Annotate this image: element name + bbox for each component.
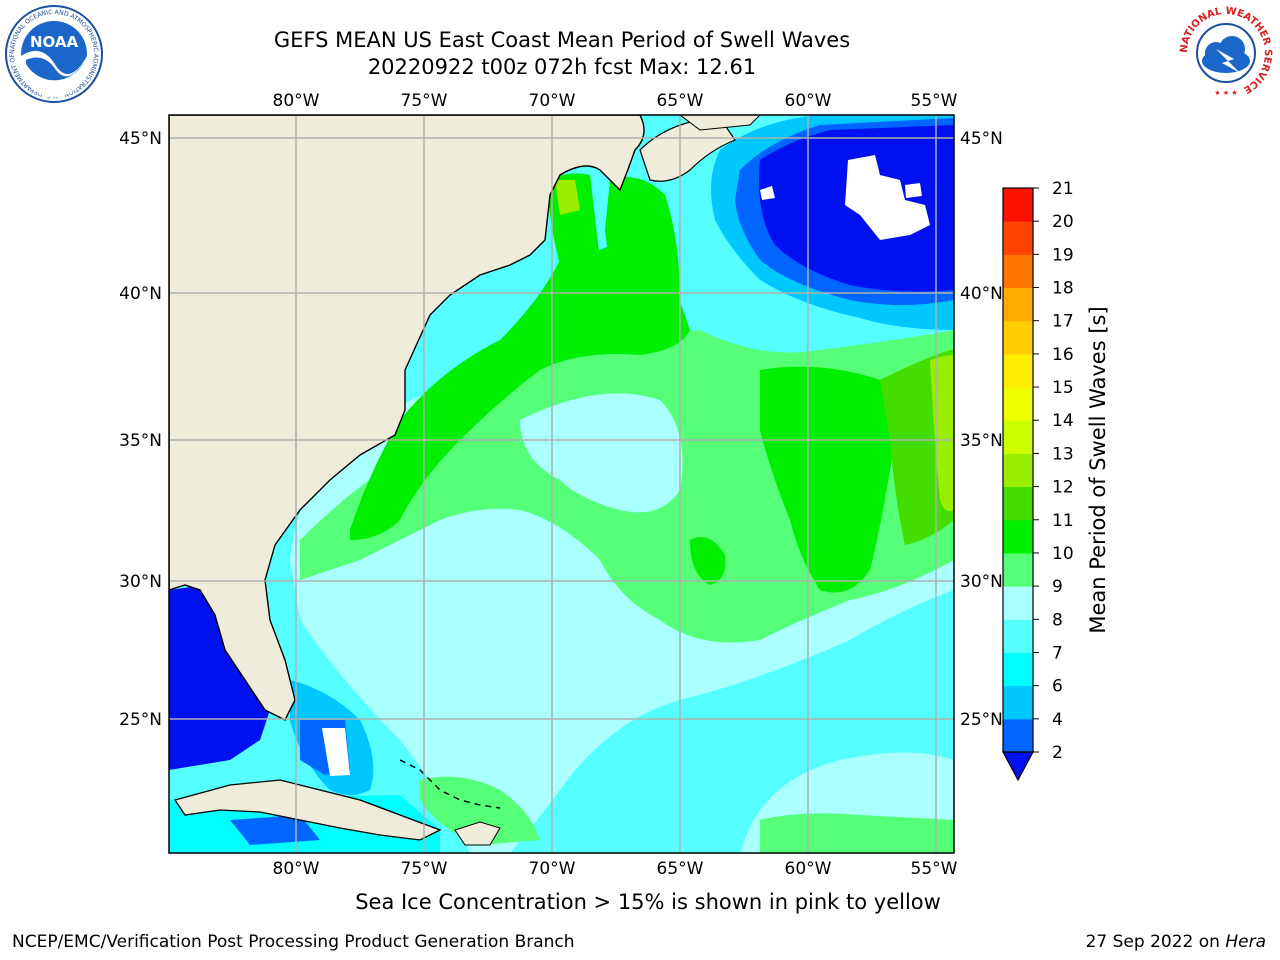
- lat-label: 35°N: [119, 431, 162, 451]
- colorbar-tick-label: 6: [1052, 677, 1063, 697]
- colorbar-swatch: [1003, 652, 1033, 687]
- colorbar-tick-label: 19: [1052, 245, 1074, 265]
- lon-labels-bottom: 80°W 75°W 70°W 65°W 60°W 55°W: [273, 859, 958, 879]
- lat-label: 25°N: [119, 710, 162, 730]
- lat-labels-left: 45°N 40°N 35°N 30°N 25°N: [119, 129, 162, 730]
- colorbar-tick-label: 7: [1052, 643, 1063, 663]
- colorbar-tick-label: 17: [1052, 312, 1074, 332]
- lon-label: 75°W: [401, 91, 448, 111]
- colorbar-swatch: [1003, 254, 1033, 289]
- graticule: [169, 115, 954, 853]
- colorbar-tick-label: 4: [1052, 710, 1063, 730]
- colorbar-tick-label: 20: [1052, 212, 1074, 232]
- colorbar-swatch: [1003, 552, 1033, 587]
- lat-label: 40°N: [119, 284, 162, 304]
- nws-logo: NATIONAL WEATHER SERVICE ★ ★ ★: [1179, 6, 1273, 100]
- lon-label: 55°W: [911, 91, 958, 111]
- lon-label: 60°W: [785, 91, 832, 111]
- colorbar: 2 4 6 7 8 9 10 11 12 13 14 15 16 17 18 19 20 21 Mean Peri…: [1001, 179, 1110, 782]
- lat-label: 30°N: [119, 572, 162, 592]
- colorbar-tick-label: 21: [1052, 179, 1074, 199]
- colorbar-tick-label: 11: [1052, 511, 1074, 531]
- map-field: [169, 115, 954, 853]
- nws-stars: ★ ★ ★: [1214, 89, 1237, 97]
- chart-title: GEFS MEAN US East Coast Mean Period of S…: [273, 28, 851, 52]
- noaa-logo-text: NOAA: [30, 33, 79, 51]
- colorbar-swatch: [1003, 387, 1033, 421]
- nova-scotia-land: [639, 117, 736, 182]
- colorbar-tick-label: 9: [1052, 577, 1063, 597]
- colorbar-tick-label: 12: [1052, 478, 1074, 498]
- lat-labels-right: 45°N 40°N 35°N 30°N 25°N: [960, 129, 1003, 730]
- colorbar-tick-label: 14: [1052, 411, 1074, 431]
- lon-label: 75°W: [401, 859, 448, 879]
- colorbar-tick-label: 15: [1052, 378, 1074, 398]
- north-america-land: [169, 115, 645, 721]
- lat-label: 45°N: [119, 129, 162, 149]
- colorbar-tick-label: 10: [1052, 544, 1074, 564]
- colorbar-tick-label: 8: [1052, 610, 1063, 630]
- lon-labels-top: 80°W 75°W 70°W 65°W 60°W 55°W: [273, 91, 958, 111]
- colorbar-swatch: [1003, 685, 1033, 720]
- colorbar-swatch: [1003, 519, 1033, 554]
- hispaniola-land: [454, 821, 501, 846]
- lat-label: 35°N: [960, 431, 1003, 451]
- lon-label: 60°W: [785, 859, 832, 879]
- lon-label: 55°W: [911, 859, 958, 879]
- lon-label: 65°W: [657, 91, 704, 111]
- sea-ice-note: Sea Ice Concentration > 15% is shown in …: [355, 890, 941, 914]
- lon-label: 80°W: [273, 859, 320, 879]
- lon-label: 70°W: [529, 859, 576, 879]
- nova-scotia-land-2: [679, 115, 761, 131]
- colorbar-swatch: [1003, 420, 1033, 454]
- noaa-logo: NATIONAL OCEANIC AND ATMOSPHERIC ADMINIS…: [4, 4, 103, 103]
- colorbar-swatch: [1003, 718, 1033, 753]
- cuba-land: [173, 779, 442, 841]
- lat-label: 25°N: [960, 710, 1003, 730]
- colorbar-frame: [1002, 187, 1034, 753]
- host-name: Hera: [1225, 932, 1266, 952]
- colorbar-swatch: [1003, 320, 1033, 355]
- colorbar-swatch: [1003, 586, 1033, 620]
- credit-line: NCEP/EMC/Verification Post Processing Pr…: [12, 932, 575, 952]
- generation-date: 27 Sep 2022 on Hera: [1085, 932, 1266, 952]
- colorbar-swatch: [1003, 188, 1033, 222]
- colorbar-tick-label: 16: [1052, 345, 1074, 365]
- lon-label: 65°W: [657, 859, 704, 879]
- colorbar-tick-label: 18: [1052, 279, 1074, 299]
- colorbar-extend-arrow: [1001, 751, 1035, 782]
- colorbar-swatch: [1003, 453, 1033, 488]
- lon-label: 80°W: [273, 91, 320, 111]
- colorbar-swatch: [1003, 619, 1033, 653]
- colorbar-swatch: [1003, 353, 1033, 388]
- lat-label: 30°N: [960, 572, 1003, 592]
- colorbar-swatch: [1003, 486, 1033, 521]
- lat-label: 45°N: [960, 129, 1003, 149]
- lon-label: 70°W: [529, 91, 576, 111]
- map-frame: [168, 114, 955, 854]
- colorbar-label: Mean Period of Swell Waves [s]: [1086, 306, 1110, 633]
- colorbar-tick-label: 13: [1052, 444, 1074, 464]
- colorbar-swatch: [1003, 287, 1033, 322]
- colorbar-swatch: [1003, 221, 1033, 255]
- forecast-subtitle: 20220922 t00z 072h fcst Max: 12.61: [367, 55, 757, 79]
- colorbar-tick-label: 2: [1052, 743, 1063, 763]
- lat-label: 40°N: [960, 284, 1003, 304]
